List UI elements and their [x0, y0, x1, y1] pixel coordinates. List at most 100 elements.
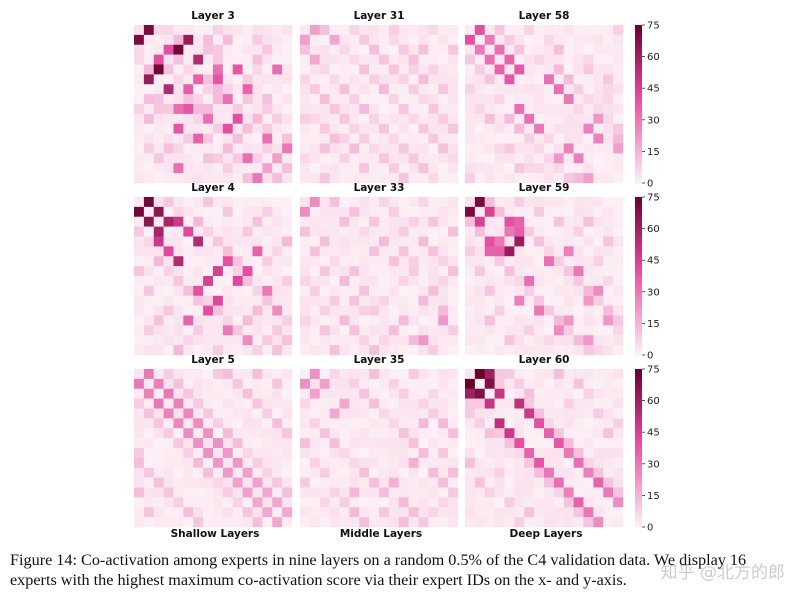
heatmap-cell: [193, 25, 204, 36]
heatmap-cell: [262, 457, 273, 468]
heatmap-cell: [193, 44, 204, 55]
colorbar-segment: [635, 395, 642, 399]
heatmap-cell: [309, 256, 320, 267]
heatmap-cell: [242, 163, 253, 174]
heatmap-cell: [262, 487, 273, 498]
heatmap-cell: [593, 236, 604, 247]
heatmap-cell: [282, 74, 293, 85]
heatmap-cell: [262, 206, 273, 217]
heatmap-cell: [438, 94, 449, 105]
heatmap-cell: [359, 173, 370, 184]
heatmap-cell: [379, 25, 390, 36]
heatmap-cell: [544, 295, 555, 306]
heatmap-cell: [319, 206, 330, 217]
heatmap-cell: [388, 428, 399, 439]
heatmap-cell: [349, 398, 360, 409]
heatmap-cell: [593, 369, 604, 380]
heatmap-cell: [309, 153, 320, 164]
heatmap-cell: [504, 295, 515, 306]
heatmap-cell: [448, 246, 459, 257]
heatmap-cell: [309, 113, 320, 124]
heatmap-cell: [300, 84, 311, 95]
heatmap-cell: [379, 236, 390, 247]
heatmap-cell: [379, 44, 390, 55]
heatmap-cell: [193, 163, 204, 174]
heatmap-cell: [388, 236, 399, 247]
heatmap-cell: [379, 246, 390, 257]
heatmap-cell: [262, 438, 273, 449]
heatmap-cell: [438, 276, 449, 287]
colorbar-segment: [635, 106, 642, 110]
heatmap-cell: [465, 408, 476, 419]
heatmap-cell: [388, 226, 399, 237]
heatmap-cell: [448, 133, 459, 144]
heatmap-cell: [573, 467, 584, 478]
colorbar-segment: [635, 453, 642, 457]
heatmap-cell: [544, 123, 555, 134]
heatmap-cell: [494, 497, 505, 508]
heatmap-cell: [242, 487, 253, 498]
heatmap-cell: [173, 163, 184, 174]
heatmap-cell: [418, 448, 429, 459]
heatmap-cell: [262, 497, 273, 508]
heatmap-cell: [465, 133, 476, 144]
heatmap-cell: [465, 54, 476, 65]
heatmap-cell: [438, 113, 449, 124]
heatmap-cell: [379, 428, 390, 439]
heatmap-cell: [418, 256, 429, 267]
heatmap-cell: [213, 197, 224, 208]
heatmap-cell: [593, 113, 604, 124]
heatmap-cell: [524, 74, 535, 85]
heatmap-cell: [309, 345, 320, 356]
heatmap-cell: [222, 477, 233, 488]
heatmap-cell: [213, 84, 224, 95]
heatmap-cell: [300, 94, 311, 105]
heatmap-cell: [494, 325, 505, 336]
colorbar-segment: [635, 122, 642, 126]
heatmap-cell: [484, 84, 495, 95]
heatmap-cell: [349, 457, 360, 468]
heatmap-cell: [474, 467, 485, 478]
heatmap-cell: [309, 44, 320, 55]
heatmap-cell: [613, 315, 624, 326]
heatmap-cell: [388, 276, 399, 287]
heatmap-cell: [339, 378, 350, 389]
colorbar-segment: [635, 61, 642, 65]
heatmap-cell: [418, 418, 429, 429]
heatmap-cell: [309, 378, 320, 389]
heatmap-cell: [379, 54, 390, 65]
heatmap-cell: [428, 266, 439, 277]
heatmap-cell: [553, 305, 564, 316]
heatmap-cell: [408, 285, 419, 296]
heatmap-cell: [544, 206, 555, 217]
heatmap-cell: [553, 246, 564, 257]
heatmap-cell: [232, 497, 243, 508]
heatmap-cell: [379, 266, 390, 277]
heatmap-cell: [329, 173, 340, 184]
heatmap-cell: [494, 34, 505, 45]
heatmap-cell: [504, 84, 515, 95]
heatmap-cell: [183, 457, 194, 468]
heatmap-cell: [329, 497, 340, 508]
heatmap-cell: [524, 173, 535, 184]
heatmap-cell: [213, 54, 224, 65]
heatmap-cell: [329, 517, 340, 528]
heatmap-cell: [232, 123, 243, 134]
heatmap-cell: [524, 428, 535, 439]
heatmap-cell: [143, 216, 154, 227]
heatmap-cell: [173, 285, 184, 296]
heatmap-cell: [232, 153, 243, 164]
heatmap-cell: [282, 398, 293, 409]
heatmap-cell: [300, 153, 311, 164]
heatmap-cell: [448, 153, 459, 164]
heatmap-cell: [603, 104, 614, 115]
heatmap-cell: [153, 467, 164, 478]
heatmap-cell: [438, 163, 449, 174]
heatmap-cell: [282, 123, 293, 134]
colorbar-segment: [635, 471, 642, 475]
heatmap-cell: [544, 143, 555, 154]
heatmap-cell: [369, 285, 380, 296]
heatmap-cell: [173, 378, 184, 389]
heatmap-cell: [484, 206, 495, 217]
heatmap-cell: [309, 315, 320, 326]
